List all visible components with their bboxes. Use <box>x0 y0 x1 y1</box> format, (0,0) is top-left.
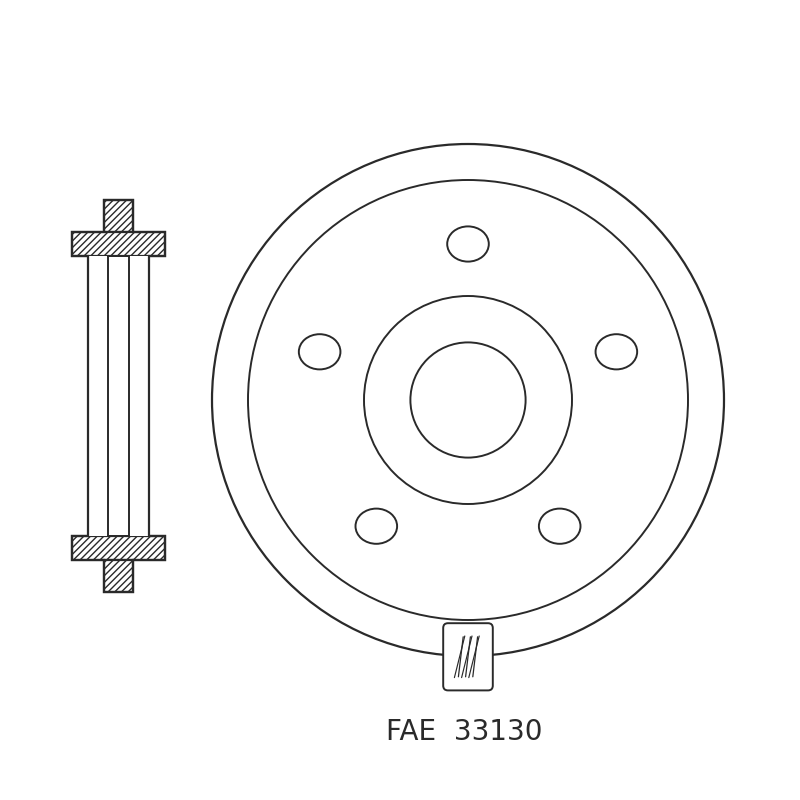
Ellipse shape <box>299 334 341 370</box>
FancyBboxPatch shape <box>443 623 493 690</box>
Polygon shape <box>104 200 133 232</box>
Polygon shape <box>104 560 133 592</box>
Polygon shape <box>72 536 165 560</box>
Circle shape <box>364 296 572 504</box>
Polygon shape <box>88 256 108 536</box>
Circle shape <box>212 144 724 656</box>
Ellipse shape <box>355 509 397 544</box>
Polygon shape <box>88 256 108 536</box>
Circle shape <box>248 180 688 620</box>
Polygon shape <box>108 256 129 536</box>
Ellipse shape <box>539 509 581 544</box>
Polygon shape <box>129 256 149 536</box>
Circle shape <box>410 342 526 458</box>
Ellipse shape <box>447 226 489 262</box>
Polygon shape <box>72 232 165 256</box>
Polygon shape <box>108 256 129 536</box>
Ellipse shape <box>595 334 637 370</box>
Polygon shape <box>88 256 149 536</box>
Text: FAE  33130: FAE 33130 <box>386 718 542 746</box>
Polygon shape <box>129 256 149 536</box>
